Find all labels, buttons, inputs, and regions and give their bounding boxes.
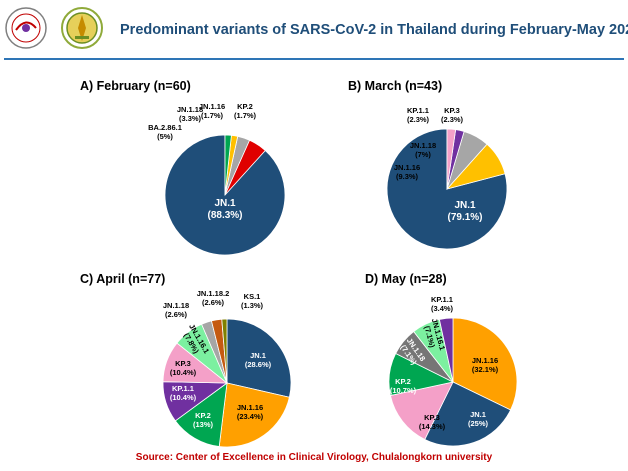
university-crest-icon	[61, 7, 103, 49]
pie-group: JN.1 (88.3%)BA.2.86.1 (5%)JN.1.18 (3.3%)JN.…	[148, 102, 518, 448]
pie-slice-2-0	[226, 318, 292, 398]
slice-label-2-8: KS.1 (1.3%)	[241, 292, 264, 310]
slice-label-1-4: KP.3 (2.3%)	[441, 106, 464, 124]
pie-slice-3-0	[452, 317, 518, 411]
slice-label-0-1: BA.2.86.1 (5%)	[148, 123, 182, 141]
chart-title-april: C) April (n=77)	[80, 272, 165, 286]
slice-label-1-2: JN.1.18 (7%)	[410, 141, 436, 159]
chart-title-may: D) May (n=28)	[365, 272, 447, 286]
slice-label-3-2: KP.3 (14.3%)	[419, 413, 446, 431]
slice-label-1-0: JN.1 (79.1%)	[447, 200, 482, 223]
slice-label-0-3: JN.1.16 (1.7%)	[199, 102, 225, 120]
slice-label-1-1: JN.1.16 (9.3%)	[394, 163, 420, 181]
page-title: Predominant variants of SARS-CoV-2 in Th…	[120, 22, 628, 38]
slice-label-0-4: KP.2 (1.7%)	[234, 102, 257, 120]
header: Predominant variants of SARS-CoV-2 in Th…	[0, 0, 628, 62]
slice-label-3-3: KP.2 (10.7%)	[390, 377, 417, 395]
chart-title-march: B) March (n=43)	[348, 79, 442, 93]
source-note: Source: Center of Excellence in Clinical…	[135, 452, 493, 463]
slice-label-2-6: JN.1.18 (2.6%)	[163, 301, 189, 319]
pie-slice-3-6	[438, 317, 454, 383]
pie-slice-0-0	[164, 134, 286, 256]
slice-label-3-1: JN.1 (25%)	[468, 410, 489, 428]
slice-label-0-2: JN.1.18 (3.3%)	[177, 105, 203, 123]
slice-label-3-0: JN.1.16 (32.1%)	[472, 356, 499, 374]
slice-label-2-4: KP.3 (10.4%)	[170, 359, 197, 377]
pie-slice-2-1	[218, 382, 290, 448]
pie-slice-1-4	[446, 128, 457, 190]
slice-label-0-0: JN.1 (88.3%)	[207, 198, 242, 221]
slice-label-2-2: KP.2 (13%)	[193, 411, 214, 429]
pie-slice-2-8	[221, 318, 228, 384]
virology-center-seal-icon	[5, 7, 47, 49]
slice-label-2-0: JN.1 (28.6%)	[245, 351, 272, 369]
slice-label-2-3: KP.1.1 (10.4%)	[170, 384, 197, 402]
slice-label-2-1: JN.1.16 (23.4%)	[237, 403, 264, 421]
slice-label-2-7: JN.1.18.2 (2.6%)	[197, 289, 230, 307]
slice-label-3-6: KP.1.1 (3.4%)	[431, 295, 454, 313]
chart-title-february: A) February (n=60)	[80, 79, 191, 93]
slice-label-1-3: KP.1.1 (2.3%)	[407, 106, 430, 124]
pie-slice-3-2	[389, 381, 454, 440]
pie-slice-3-1	[424, 381, 512, 447]
pie-slice-0-4	[224, 134, 232, 196]
header-divider	[4, 58, 624, 60]
